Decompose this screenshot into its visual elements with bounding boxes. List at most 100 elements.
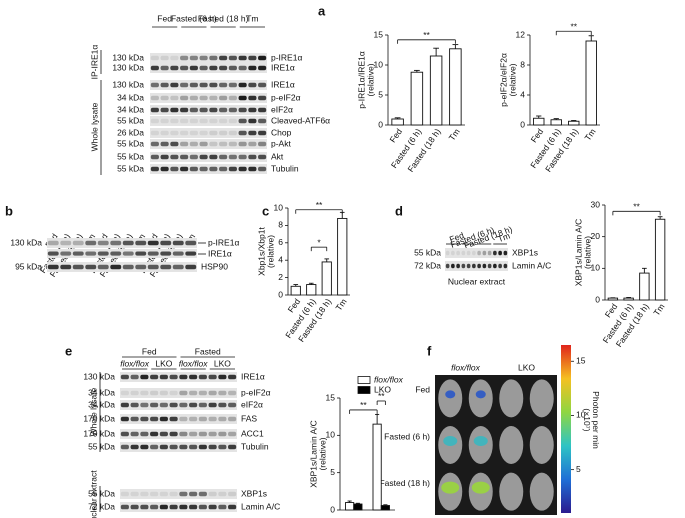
- kda-label: 72 kDa: [414, 260, 441, 270]
- protein-label: HSP90: [201, 261, 228, 271]
- panel-letter: a: [318, 3, 326, 18]
- blot-band: [503, 250, 508, 256]
- blot-band: [160, 82, 169, 88]
- blot-band: [199, 141, 208, 147]
- kda-label: 55 kDa: [117, 163, 144, 173]
- blot-band: [150, 416, 159, 422]
- blot-band: [170, 82, 179, 88]
- group-label: Fasted (18 h): [198, 13, 249, 23]
- blot-band: [238, 95, 247, 101]
- protein-label: IRE1α: [271, 79, 295, 89]
- blot-band: [169, 416, 178, 422]
- blot-band: [238, 141, 247, 147]
- blot-band: [209, 65, 218, 71]
- genotype-label: flox/flox: [120, 358, 150, 368]
- protein-label: eIF2α: [241, 399, 263, 409]
- blot-strip: [120, 489, 237, 499]
- blot-band: [120, 444, 129, 450]
- blot-band: [189, 55, 198, 61]
- blot-band: [169, 374, 178, 380]
- protein-label: Tubulin: [271, 163, 299, 173]
- section-label: Whole lysate: [88, 387, 98, 436]
- blot-band: [85, 264, 97, 270]
- y-axis-label-note: (relative): [507, 63, 517, 96]
- condition-label: Fed: [415, 385, 430, 395]
- genotype-label: flox/flox: [179, 358, 209, 368]
- blot-strip: [150, 128, 267, 138]
- kda-label: 55 kDa: [117, 115, 144, 125]
- blot-band: [219, 65, 228, 71]
- bar: [639, 272, 650, 301]
- blot-band: [189, 130, 198, 136]
- blot-band: [140, 504, 149, 510]
- y-tick-label: 20: [591, 231, 601, 241]
- blot-band: [179, 416, 188, 422]
- legend-swatch: [357, 386, 371, 394]
- blot-band: [179, 491, 188, 497]
- blot-band: [180, 154, 189, 160]
- blot-band: [208, 390, 217, 396]
- blot-band: [159, 491, 168, 497]
- blot-band: [150, 107, 159, 113]
- kda-label: 34 kDa: [88, 387, 115, 397]
- bar: [568, 120, 580, 126]
- blot-band: [228, 82, 237, 88]
- blot-band: [172, 240, 184, 246]
- blot-band: [228, 390, 237, 396]
- blot-band: [487, 250, 492, 256]
- blot-band: [209, 82, 218, 88]
- blot-band: [130, 402, 139, 408]
- y-tick-label: 0: [278, 289, 283, 299]
- blot-band: [445, 263, 450, 269]
- blot-band: [60, 240, 72, 246]
- blot-band: [189, 95, 198, 101]
- blot-band: [72, 251, 84, 256]
- blot-band: [209, 55, 218, 61]
- blot-strip: [120, 442, 237, 452]
- blot-band: [228, 95, 237, 101]
- blot-band: [228, 65, 237, 71]
- blot-strip: [150, 93, 267, 103]
- legend-label: LKO: [374, 384, 391, 394]
- blot-band: [456, 263, 460, 269]
- kda-label: 170 kDa: [83, 428, 115, 438]
- blot-band: [199, 107, 208, 113]
- blot-band: [219, 166, 228, 172]
- blot-band: [159, 402, 168, 408]
- blot-band: [209, 141, 218, 147]
- blot-band: [199, 95, 208, 101]
- signal: [441, 481, 460, 494]
- blot-band: [198, 416, 207, 422]
- blot-band: [208, 402, 217, 408]
- group-label: Fed: [157, 13, 172, 23]
- bar: [306, 284, 317, 296]
- blot-band: [218, 444, 227, 450]
- x-tick-label: Tm: [333, 297, 348, 313]
- kda-label: 55 kDa: [88, 488, 115, 498]
- blot-band: [258, 141, 267, 147]
- blot-band: [445, 250, 450, 256]
- blot-band: [208, 431, 217, 437]
- significance-label: **: [378, 391, 385, 401]
- colorbar-unit: (×10⁷): [582, 408, 592, 431]
- blot-band: [147, 240, 159, 246]
- blot-band: [160, 251, 172, 256]
- blot-band: [209, 95, 218, 101]
- bar: [449, 48, 462, 126]
- blot-band: [228, 504, 237, 510]
- blot-band: [170, 154, 179, 160]
- section-label: Whole lysate: [89, 102, 99, 151]
- protein-label: Tubulin: [241, 441, 269, 451]
- blot-band: [238, 107, 247, 113]
- blot-band: [169, 402, 178, 408]
- y-tick-label: 0: [378, 119, 383, 129]
- blot-band: [150, 444, 159, 450]
- blot-band: [466, 263, 471, 269]
- blot-band: [169, 431, 178, 437]
- blot-band: [140, 444, 149, 450]
- y-tick-label: 0: [595, 294, 600, 304]
- blot-band: [150, 402, 159, 408]
- protein-label: Akt: [271, 151, 284, 161]
- bar: [550, 119, 562, 126]
